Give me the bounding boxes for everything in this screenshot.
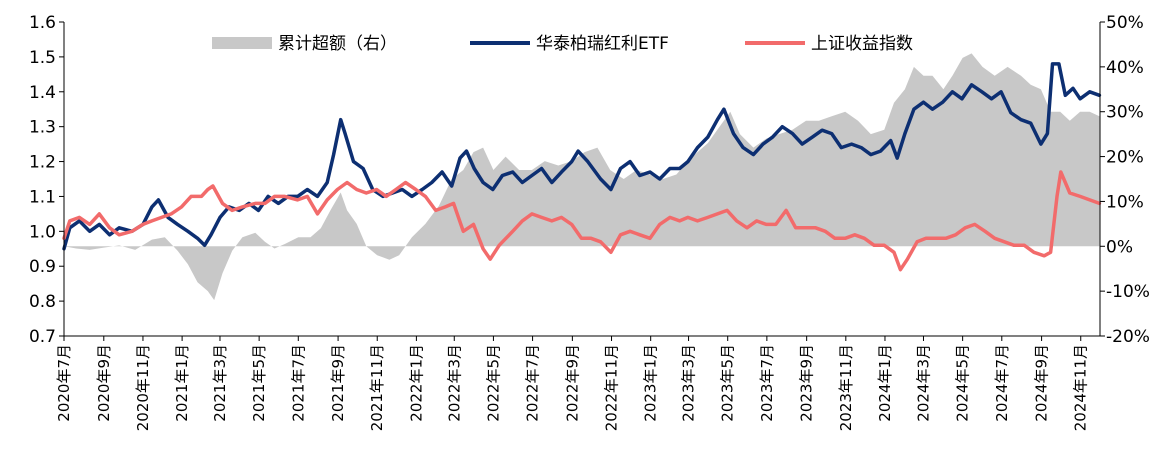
x-tick-label: 2022年7月: [524, 344, 542, 422]
x-tick-label: 2022年9月: [563, 344, 581, 422]
x-tick-label: 2023年3月: [680, 344, 698, 422]
x-tick-label: 2024年9月: [1033, 344, 1051, 422]
x-tick-label: 2024年1月: [876, 344, 894, 422]
y-right-tick-label: -20%: [1106, 327, 1150, 347]
x-tick-label: 2021年9月: [329, 344, 347, 422]
area-layer: [64, 53, 1100, 301]
y-right-tick-label: 20%: [1106, 148, 1144, 168]
x-tick-label: 2021年7月: [289, 344, 307, 422]
y-right-tick-label: 10%: [1106, 192, 1144, 212]
legend-label: 累计超额（右）: [278, 34, 397, 54]
y-left-tick-label: 1.2: [29, 153, 56, 173]
x-tick-label: 2020年7月: [55, 344, 73, 422]
x-tick-label: 2022年3月: [445, 344, 463, 422]
x-tick-label: 2024年7月: [993, 344, 1011, 422]
y-left-tick-label: 1.4: [29, 83, 56, 103]
y-left-tick-label: 0.9: [29, 257, 56, 277]
x-tick-label: 2021年5月: [250, 344, 268, 422]
series-area-excess: [64, 53, 1100, 301]
x-tick-label: 2020年11月: [134, 344, 152, 431]
x-tick-label: 2020年9月: [95, 344, 113, 422]
x-tick-label: 2023年9月: [798, 344, 816, 422]
legend-label: 华泰柏瑞红利ETF: [536, 34, 669, 54]
x-tick-label: 2021年3月: [211, 344, 229, 422]
y-right-tick-label: 30%: [1106, 103, 1144, 123]
line-layer: [62, 62, 1102, 272]
y-right-tick-label: 50%: [1106, 13, 1144, 33]
x-tick-label: 2023年1月: [642, 344, 660, 422]
x-tick-label: 2023年7月: [758, 344, 776, 422]
y-left-tick-label: 0.7: [29, 327, 56, 347]
series-line-2: [62, 170, 1102, 272]
y-left-tick-label: 0.8: [29, 292, 56, 312]
x-tick-label: 2023年11月: [837, 344, 855, 431]
x-tick-label: 2024年3月: [915, 344, 933, 422]
axes-layer: 0.7 0.8 0.9 1.0 1.1 1.2 1.3 1.4 1.5 1.6 -20% -10% 0%…: [29, 13, 1150, 431]
x-tick-label: 2024年11月: [1072, 344, 1090, 431]
x-tick-label: 2023年5月: [719, 344, 737, 422]
x-tick-label: 2024年5月: [954, 344, 972, 422]
y-left-tick-label: 1.5: [29, 48, 56, 68]
legend-swatch-area: [212, 37, 272, 49]
y-right-tick-label: 0%: [1106, 237, 1133, 257]
x-tick-label: 2022年5月: [484, 344, 502, 422]
y-left-tick-label: 1.1: [29, 187, 56, 207]
y-right-tick-label: 40%: [1106, 58, 1144, 78]
y-left-tick-label: 1.3: [29, 118, 56, 138]
legend: 累计超额（右） 华泰柏瑞红利ETF 上证收益指数: [212, 34, 913, 54]
y-left-tick-label: 1.0: [29, 222, 56, 242]
x-tick-label: 2022年11月: [603, 344, 621, 431]
x-tick-label: 2022年1月: [407, 344, 425, 422]
x-tick-label: 2021年1月: [173, 344, 191, 422]
legend-label: 上证收益指数: [811, 34, 913, 54]
y-left-tick-label: 1.6: [29, 13, 56, 33]
y-right-tick-label: -10%: [1106, 282, 1150, 302]
x-tick-label: 2021年11月: [368, 344, 386, 431]
